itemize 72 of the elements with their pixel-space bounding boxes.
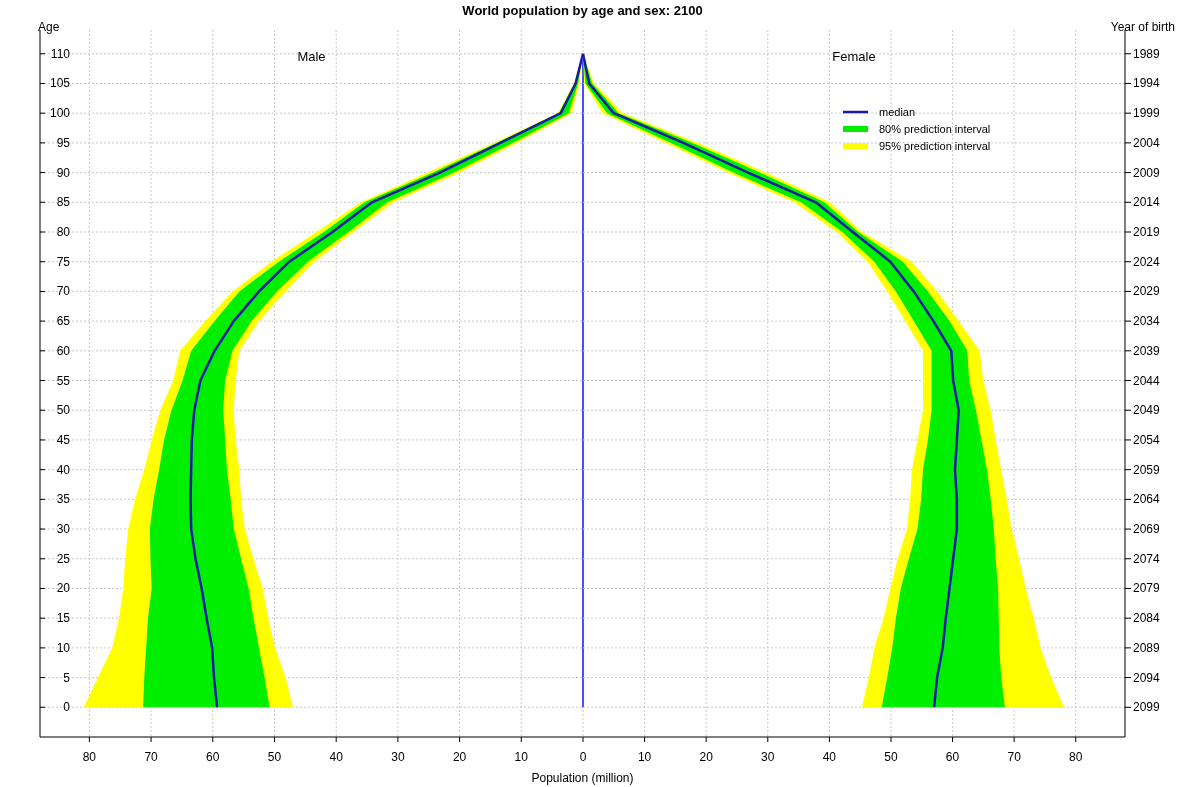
- y2-tick-label: 2089: [1133, 640, 1161, 655]
- x-tick-label: 60: [945, 750, 960, 764]
- x-tick-label: 80: [82, 750, 97, 764]
- x-tick-label: 10: [637, 750, 652, 764]
- x-tick-label: 20: [452, 750, 467, 764]
- x-tick-label: 20: [699, 750, 714, 764]
- y-tick-label: 55: [56, 373, 71, 388]
- chart-title: World population by age and sex: 2100: [462, 3, 703, 18]
- y2-tick-label: 2079: [1133, 581, 1161, 596]
- legend-label: median: [879, 106, 916, 118]
- y2-axis-title: Year of birth: [1110, 20, 1175, 34]
- x-tick-label: 50: [267, 750, 282, 764]
- x-axis-title: Population (million): [531, 771, 634, 785]
- x-tick-label: 60: [206, 750, 220, 764]
- y2-tick-label: 2044: [1133, 373, 1161, 388]
- y-tick-label: 40: [56, 462, 71, 477]
- y-tick-label: 5: [63, 670, 71, 685]
- y2-tick-label: 2034: [1133, 314, 1161, 329]
- y2-tick-label: 2014: [1133, 195, 1161, 210]
- y2-tick-label: 2039: [1133, 343, 1161, 358]
- annotation: Female: [832, 49, 876, 64]
- y-tick-label: 45: [56, 432, 71, 447]
- y2-tick-label: 2024: [1133, 254, 1161, 269]
- x-tick-label: 80: [1069, 750, 1083, 764]
- y2-tick-label: 2069: [1133, 522, 1161, 537]
- y2-tick-label: 2004: [1133, 135, 1161, 150]
- y-tick-label: 65: [56, 314, 71, 329]
- y-tick-label: 35: [56, 492, 71, 507]
- legend-label: 80% prediction interval: [879, 123, 991, 135]
- y-tick-label: 70: [56, 284, 71, 299]
- y2-tick-label: 2009: [1133, 165, 1161, 180]
- y-tick-label: 110: [50, 46, 71, 61]
- y-tick-label: 60: [56, 343, 71, 358]
- x-tick-label: 30: [391, 750, 405, 764]
- y-tick-label: 30: [56, 522, 71, 537]
- y2-tick-label: 2029: [1133, 284, 1161, 299]
- y2-tick-label: 1999: [1133, 106, 1161, 121]
- y-tick-label: 20: [56, 581, 71, 596]
- x-tick-label: 10: [514, 750, 529, 764]
- y-tick-label: 75: [56, 254, 71, 269]
- legend-label: 95% prediction interval: [879, 140, 991, 152]
- y-tick-label: 50: [56, 403, 71, 418]
- y2-tick-label: 2084: [1133, 611, 1161, 626]
- y2-tick-label: 2099: [1133, 700, 1161, 715]
- y-tick-label: 80: [56, 225, 71, 239]
- y2-tick-label: 1989: [1133, 46, 1161, 61]
- x-tick-label: 70: [144, 750, 159, 764]
- y2-tick-label: 1994: [1133, 76, 1161, 91]
- y-tick-label: 90: [56, 165, 71, 180]
- y2-tick-label: 2094: [1133, 670, 1161, 685]
- y2-tick-label: 2074: [1133, 551, 1161, 566]
- y2-tick-label: 2049: [1133, 403, 1161, 418]
- y-tick-label: 100: [49, 106, 71, 121]
- y-axis-title: Age: [38, 20, 60, 34]
- x-tick-label: 30: [761, 750, 775, 764]
- x-tick-label: 50: [884, 750, 898, 764]
- x-tick-label: 0: [579, 750, 587, 764]
- x-tick-label: 40: [329, 750, 344, 764]
- y-tick-label: 15: [56, 611, 71, 626]
- y-tick-label: 95: [56, 135, 71, 150]
- annotation: Male: [297, 49, 326, 64]
- y2-tick-label: 2064: [1133, 492, 1161, 507]
- y2-tick-label: 2054: [1133, 432, 1161, 447]
- y-tick-label: 10: [56, 640, 71, 655]
- y-tick-label: 85: [56, 195, 71, 210]
- y2-tick-label: 2019: [1133, 225, 1161, 239]
- y-tick-label: 0: [63, 700, 71, 715]
- y-tick-label: 25: [56, 551, 71, 566]
- y2-tick-label: 2059: [1133, 462, 1161, 477]
- x-tick-label: 40: [822, 750, 837, 764]
- y-tick-label: 105: [49, 76, 71, 91]
- x-tick-label: 70: [1007, 750, 1022, 764]
